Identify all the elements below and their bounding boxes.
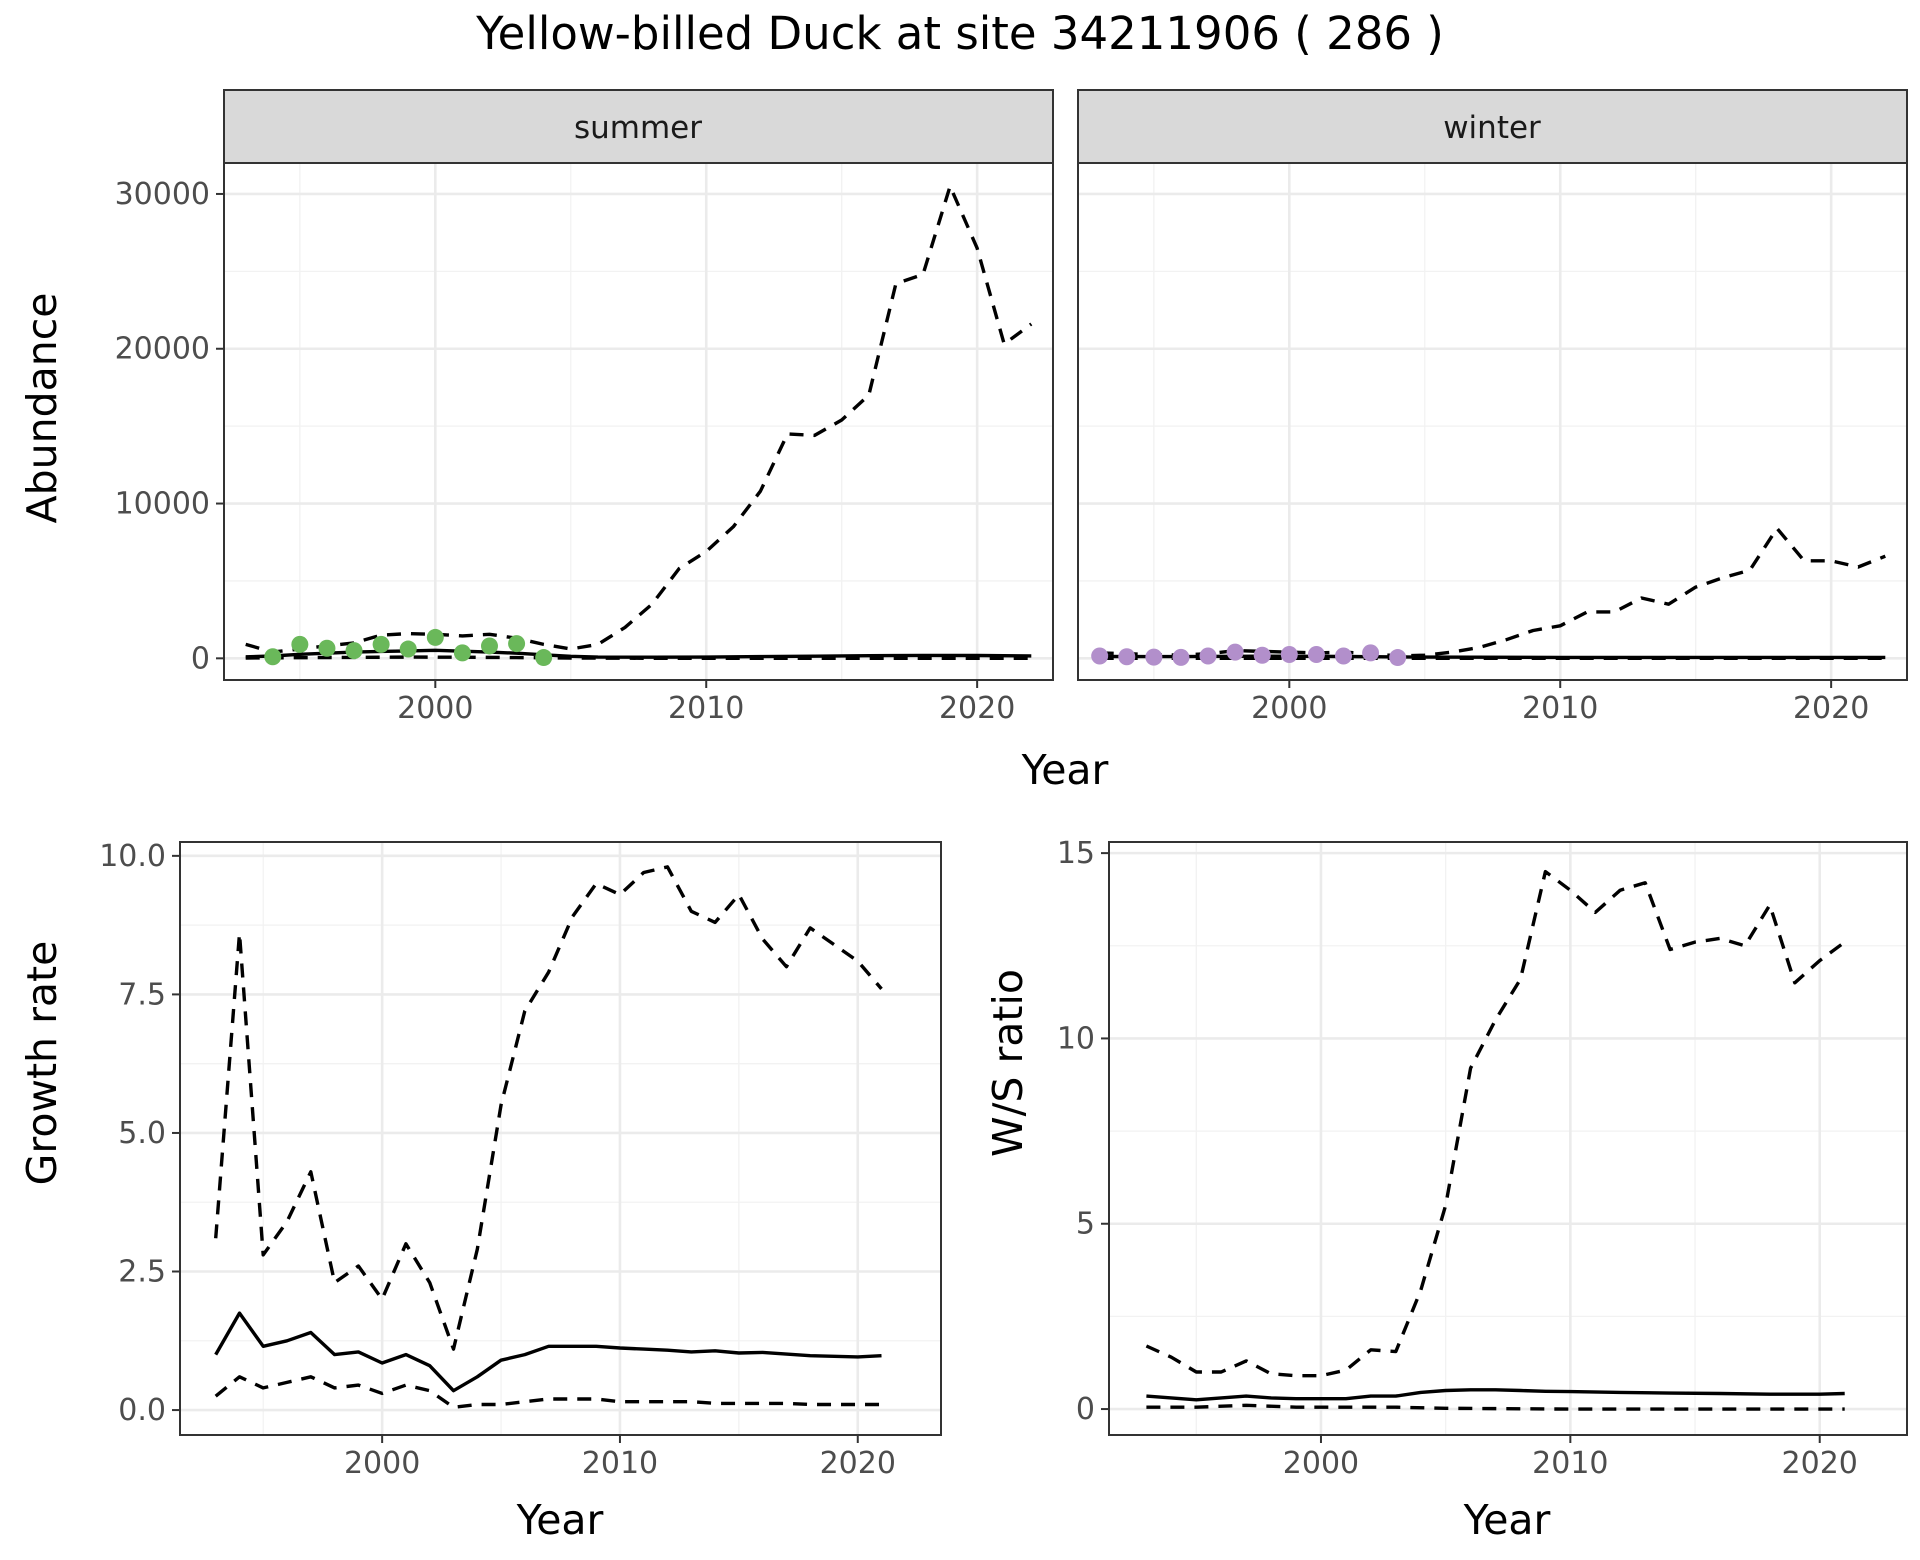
growth-lower-bound-line	[214, 1375, 882, 1409]
growth-y-tick-label: 2.5	[118, 1255, 166, 1290]
winter-observed-point	[1362, 644, 1380, 662]
ws-y-tick-label: 10	[1057, 1021, 1095, 1056]
summer-mean-line	[245, 648, 1032, 659]
strip-winter-label: winter	[1443, 110, 1541, 146]
ws-x-tick-label: 2020	[1782, 1446, 1858, 1481]
winter-observed-point	[1199, 647, 1217, 665]
winter-mean-line	[1099, 654, 1886, 660]
summer-upper-bound-line	[245, 184, 1033, 654]
strip-summer-bg	[223, 89, 1054, 164]
growth-y-axis-title: Growth rate	[18, 941, 66, 1186]
growth-panel-border	[179, 841, 942, 1436]
summer-observed-point	[535, 649, 553, 667]
strip-winter-bg	[1077, 89, 1908, 164]
growth-y-tick-label: 10.0	[99, 839, 166, 874]
summer-observed-point	[372, 635, 390, 653]
summer-observed-point	[426, 628, 444, 646]
abundance-y-axis-title: Abundance	[18, 293, 66, 524]
summer-observed-point	[345, 642, 363, 660]
winter-observed-point	[1145, 648, 1163, 666]
summer-observed-point	[508, 635, 526, 653]
summer-y-tick-label: 10000	[115, 487, 210, 522]
ws-upper-bound-line	[1145, 869, 1846, 1378]
summer-observed-point	[264, 648, 282, 666]
growth-rate-panel: 2000 2010 2020 0.0 2.5 5.0 7.5 10.0	[99, 839, 942, 1481]
winter-x-tick-label: 2010	[1522, 691, 1598, 726]
ws-y-tick-label: 0	[1076, 1392, 1095, 1427]
winter-x-tick-label: 2020	[1793, 691, 1869, 726]
summer-observed-point	[291, 635, 309, 653]
summer-y-tick-label: 0	[191, 641, 210, 676]
ws-mean-line	[1146, 1388, 1845, 1402]
ws-x-tick-label: 2010	[1532, 1446, 1608, 1481]
ws-y-axis-title: W/S ratio	[984, 969, 1032, 1157]
growth-x-tick-label: 2010	[582, 1446, 658, 1481]
winter-observed-point	[1307, 645, 1325, 663]
summer-observed-point	[399, 640, 417, 658]
summer-y-tick-label: 20000	[115, 332, 210, 367]
abundance-summer-panel: 2000 2010 2020 0 10000 20000 30000	[115, 162, 1054, 726]
summer-observed-point	[453, 644, 471, 662]
abundance-winter-panel: 2000 2010 2020	[1077, 162, 1908, 726]
figure-title: Yellow-billed Duck at site 34211906 ( 28…	[475, 7, 1444, 60]
winter-observed-point	[1118, 648, 1136, 666]
growth-y-tick-label: 5.0	[118, 1116, 166, 1151]
ws-ratio-panel: 2000 2010 2020 0 5 10 15	[1057, 836, 1908, 1481]
ws-lower-bound-line	[1146, 1403, 1845, 1411]
strip-summer-label: summer	[574, 110, 702, 146]
ws-x-tick-label: 2000	[1283, 1446, 1359, 1481]
winter-observed-point	[1253, 646, 1271, 664]
growth-x-tick-label: 2020	[820, 1446, 896, 1481]
winter-observed-point	[1091, 647, 1109, 665]
winter-x-tick-label: 2000	[1251, 691, 1327, 726]
ws-x-axis-title: Year	[1463, 1496, 1551, 1544]
summer-panel-border	[223, 162, 1054, 681]
winter-observed-point	[1226, 643, 1244, 661]
summer-y-tick-label: 30000	[115, 177, 210, 212]
ws-panel-border	[1108, 841, 1908, 1436]
summer-observed-point	[480, 637, 498, 655]
summer-observed-point	[318, 639, 336, 657]
winter-observed-point	[1172, 648, 1190, 666]
growth-upper-bound-line	[214, 865, 883, 1351]
summer-x-tick-label: 2010	[668, 691, 744, 726]
winter-observed-point	[1334, 647, 1352, 665]
ws-y-tick-label: 5	[1076, 1207, 1095, 1242]
growth-y-tick-label: 7.5	[118, 977, 166, 1012]
growth-x-tick-label: 2000	[344, 1446, 420, 1481]
winter-observed-point	[1280, 645, 1298, 663]
abundance-x-axis-title: Year	[1021, 746, 1109, 794]
growth-y-tick-label: 0.0	[118, 1393, 166, 1428]
winter-observed-point	[1389, 649, 1407, 667]
growth-mean-line	[214, 1311, 882, 1393]
ws-y-tick-label: 15	[1057, 836, 1095, 871]
summer-x-tick-label: 2020	[939, 691, 1015, 726]
winter-panel-border	[1077, 162, 1908, 681]
growth-x-axis-title: Year	[516, 1496, 604, 1544]
summer-x-tick-label: 2000	[397, 691, 473, 726]
